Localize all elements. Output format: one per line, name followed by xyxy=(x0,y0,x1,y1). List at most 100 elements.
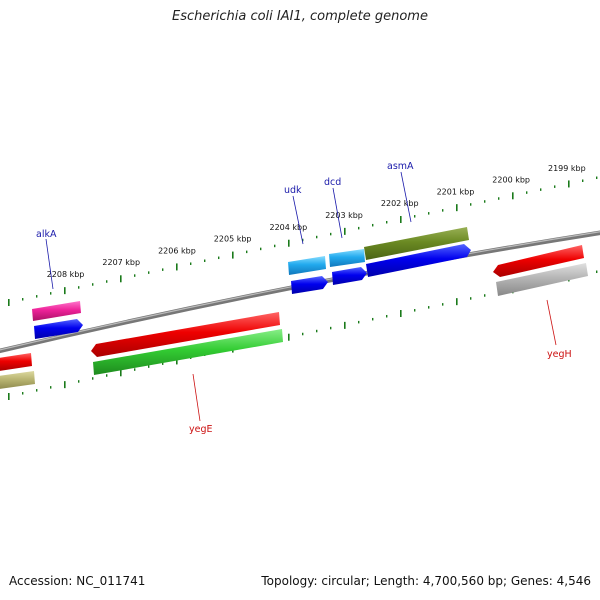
cds-yegH[interactable] xyxy=(496,263,588,296)
scale-tick-lower xyxy=(428,306,430,309)
scale-tick-upper xyxy=(344,227,346,235)
scale-tick-lower xyxy=(134,368,136,371)
scale-tick-lower xyxy=(162,362,164,365)
scale-tick-upper xyxy=(288,239,290,247)
scale-tick-upper xyxy=(232,251,234,259)
alkA-leader xyxy=(45,238,54,290)
gene-label-dcd: dcd xyxy=(324,177,341,188)
gene-yegE[interactable] xyxy=(91,312,280,357)
scale-tick-lower xyxy=(484,294,486,297)
scale-tick-upper xyxy=(148,271,150,274)
scale-tick-upper xyxy=(582,179,584,182)
gene-label-udk: udk xyxy=(284,185,302,196)
yegE-leader xyxy=(192,373,201,422)
scale-tick-upper xyxy=(442,209,444,212)
scale-tick-upper xyxy=(400,216,402,224)
scale-tick-upper xyxy=(554,185,556,188)
gene-yegH[interactable] xyxy=(493,245,584,277)
scale-ticks-upper xyxy=(8,176,598,306)
scale-tick-lower xyxy=(414,309,416,312)
scale-tick-lower xyxy=(36,389,38,392)
scale-tick-lower xyxy=(302,332,304,336)
scale-tick-lower xyxy=(106,374,108,377)
scale-tick-upper xyxy=(64,287,66,295)
cds-yegE[interactable] xyxy=(93,329,283,375)
scale-tick-upper xyxy=(22,298,24,301)
udk-leader xyxy=(292,195,304,245)
scale-tick-upper xyxy=(8,299,10,306)
scale-tick-lower xyxy=(148,365,150,368)
scale-tick-lower xyxy=(8,393,10,400)
scale-tick-upper xyxy=(204,259,206,263)
scale-tick-upper xyxy=(498,197,500,200)
scale-tick-labels: 2199 kbp 2200 kbp 2201 kbp 2202 kbp 2203 kbp… xyxy=(47,164,586,279)
scale-tick-lower xyxy=(50,386,52,389)
scale-tick-upper xyxy=(106,280,108,283)
scale-tick-lower xyxy=(78,380,80,383)
scale-tick-lower xyxy=(92,377,94,380)
scale-tick-lower xyxy=(22,392,24,395)
scale-tick-upper xyxy=(568,180,570,188)
tick-label-2200: 2200 kbp xyxy=(492,176,530,185)
map-title: Escherichia coli IAI1, complete genome xyxy=(172,9,428,24)
tick-label-2205: 2205 kbp xyxy=(214,235,252,244)
scale-tick-lower xyxy=(176,357,178,365)
scale-tick-upper xyxy=(456,204,458,212)
scale-tick-lower xyxy=(372,317,374,321)
dcd-leader xyxy=(332,187,343,239)
cds-asmA[interactable] xyxy=(366,244,471,277)
scale-tick-upper xyxy=(372,223,374,227)
scale-tick-upper xyxy=(358,226,360,230)
cds-partial-left-khaki[interactable] xyxy=(0,371,35,389)
scale-tick-lower xyxy=(400,310,402,318)
scale-tick-lower xyxy=(386,314,388,318)
cds-udk[interactable] xyxy=(291,276,328,294)
scale-tick-lower xyxy=(358,320,360,324)
scale-tick-lower xyxy=(456,298,458,306)
gene-label-asmA: asmA xyxy=(387,161,414,172)
tick-label-2201: 2201 kbp xyxy=(437,187,475,196)
scale-tick-lower xyxy=(288,333,290,341)
scale-tick-upper xyxy=(512,192,514,200)
scale-tick-upper xyxy=(316,235,318,239)
scale-tick-upper xyxy=(596,176,598,180)
gene-alkA[interactable] xyxy=(32,301,81,321)
cds-dcd[interactable] xyxy=(332,267,367,285)
tick-label-2206: 2206 kbp xyxy=(158,246,196,255)
gene-partial-left-red[interactable] xyxy=(0,353,32,371)
scale-tick-upper xyxy=(176,263,178,271)
yegH-leader xyxy=(546,299,557,346)
tick-label-2202: 2202 kbp xyxy=(381,199,419,208)
scale-tick-upper xyxy=(274,244,276,248)
scale-tick-upper xyxy=(414,215,416,218)
gene-asmA[interactable] xyxy=(364,227,469,260)
scale-tick-upper xyxy=(428,212,430,215)
tick-label-2199: 2199 kbp xyxy=(548,164,586,173)
gene-label-yegH: yegH xyxy=(547,349,572,360)
asmA-leader xyxy=(400,171,412,223)
genome-stats-text: Topology: circular; Length: 4,700,560 bp… xyxy=(261,574,591,588)
scale-tick-upper xyxy=(484,200,486,203)
scale-tick-upper xyxy=(302,238,304,242)
gene-label-yegE: yegE xyxy=(189,424,213,435)
scale-tick-upper xyxy=(134,274,136,277)
scale-tick-lower xyxy=(344,321,346,329)
gene-dcd[interactable] xyxy=(329,249,365,267)
scale-tick-upper xyxy=(78,286,80,289)
scale-tick-upper xyxy=(540,188,542,191)
tick-label-2204: 2204 kbp xyxy=(270,223,308,232)
gene-label-alkA: alkA xyxy=(36,229,57,240)
gene-udk[interactable] xyxy=(288,256,326,275)
scale-tick-upper xyxy=(190,262,192,265)
scale-tick-lower xyxy=(470,297,472,300)
cds-alkA[interactable] xyxy=(34,319,83,339)
scale-tick-lower xyxy=(330,326,332,330)
tick-label-2203: 2203 kbp xyxy=(325,211,363,220)
scale-tick-upper xyxy=(92,283,94,286)
scale-tick-upper xyxy=(162,268,164,271)
scale-tick-lower xyxy=(120,369,122,377)
scale-tick-upper xyxy=(470,203,472,206)
scale-tick-upper xyxy=(36,295,38,298)
scale-tick-lower xyxy=(64,381,66,389)
